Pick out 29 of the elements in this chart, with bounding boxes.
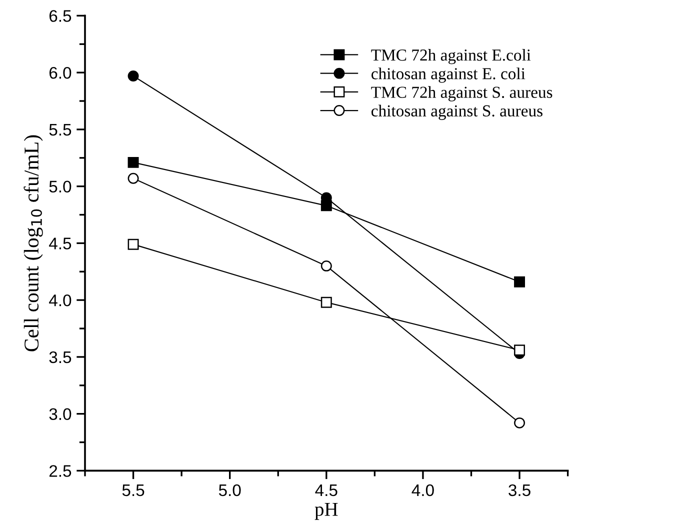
point bbox=[128, 70, 139, 82]
x-tick-label: 5.0 bbox=[218, 484, 241, 496]
y-axis-title: Cell count (log$_{10}$ cfu/mL) bbox=[24, 135, 43, 352]
point bbox=[320, 260, 332, 272]
point bbox=[514, 344, 526, 356]
y-tick-label: 6.5 bbox=[49, 10, 72, 22]
point bbox=[320, 296, 332, 308]
legend-label: chitosan against E. coli bbox=[372, 68, 526, 83]
y-tick-label: 3.0 bbox=[49, 408, 72, 420]
y-tick-label: 3.5 bbox=[49, 351, 72, 364]
legend-label: TMC 72h against S. aureus bbox=[371, 86, 552, 102]
x-tick-label: 3.5 bbox=[508, 484, 530, 496]
point bbox=[514, 276, 526, 288]
legend-label: chitosan against S. aureus bbox=[372, 104, 542, 120]
y-tick-label: 5.5 bbox=[49, 124, 72, 136]
x-axis-title: pH bbox=[314, 502, 338, 520]
legend-label: TMC 72h against E.coli bbox=[371, 48, 531, 64]
y-tick-label: 5.0 bbox=[49, 180, 72, 193]
point bbox=[128, 156, 139, 168]
x-tick-label: 4.0 bbox=[412, 484, 434, 496]
y-tick-label: 4.0 bbox=[49, 294, 72, 306]
x-tick-label: 5.5 bbox=[122, 484, 144, 496]
point bbox=[128, 172, 139, 184]
x-tick-label: 4.5 bbox=[315, 484, 338, 496]
point bbox=[128, 238, 139, 250]
y-tick-label: 6.0 bbox=[49, 66, 72, 79]
y-tick-label: 4.5 bbox=[49, 238, 72, 250]
y-tick-label: 2.5 bbox=[49, 465, 72, 477]
point bbox=[514, 417, 526, 428]
